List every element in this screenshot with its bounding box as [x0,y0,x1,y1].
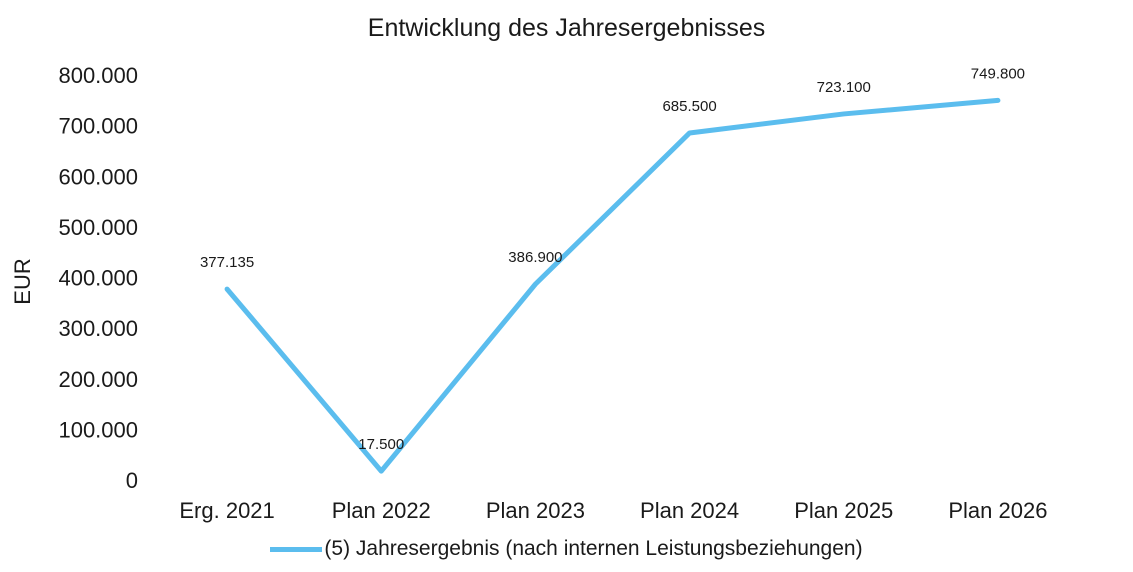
legend: (5) Jahresergebnis (nach internen Leistu… [0,537,1133,561]
y-axis-label: EUR [10,258,35,304]
x-tick-label: Plan 2025 [794,498,893,523]
data-point [379,469,383,473]
y-tick-label: 600.000 [58,164,138,189]
data-point [533,282,537,286]
x-tick-label: Plan 2024 [640,498,739,523]
y-tick-label: 0 [126,468,138,493]
y-tick-label: 300.000 [58,316,138,341]
y-tick-label: 500.000 [58,215,138,240]
y-tick-label: 400.000 [58,266,138,291]
legend-label: (5) Jahresergebnis (nach internen Leistu… [324,537,863,560]
x-tick-label: Plan 2026 [948,498,1047,523]
data-label: 749.800 [971,65,1025,82]
data-label: 377.135 [200,254,254,271]
data-label: 723.100 [817,79,871,96]
legend-swatch [270,546,323,552]
y-tick-label: 200.000 [58,367,138,392]
data-point [996,98,1000,102]
data-point [842,112,846,116]
x-tick-label: Plan 2022 [332,498,431,523]
data-point [225,287,229,291]
series-line [224,97,1001,474]
x-tick-label: Plan 2023 [486,498,585,523]
y-tick-label: 700.000 [58,114,138,139]
data-label: 685.500 [662,98,716,115]
data-label: 386.900 [508,249,562,266]
data-label: 17.500 [358,436,404,453]
data-point [688,131,692,135]
y-tick-label: 800.000 [58,63,138,88]
chart-title: Entwicklung des Jahresergebnisses [367,14,766,42]
y-tick-label: 100.000 [58,417,138,442]
x-tick-label: Erg. 2021 [179,498,274,523]
